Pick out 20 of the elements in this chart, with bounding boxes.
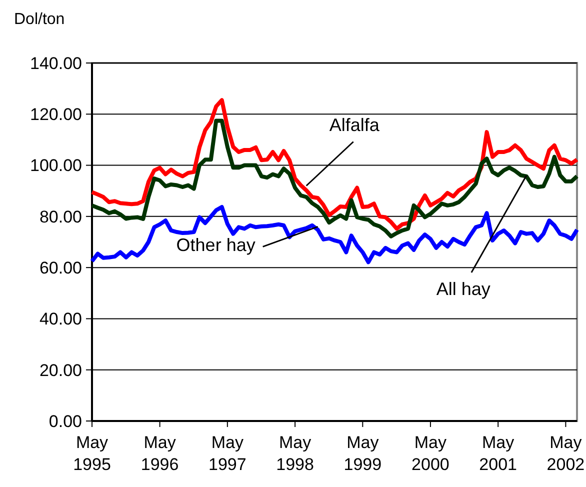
- annotation: All hay: [436, 278, 490, 299]
- annotation: Alfalfa: [329, 115, 380, 136]
- x-tick-label: May 2001: [479, 433, 517, 474]
- x-tick-label: May 1998: [276, 433, 314, 474]
- y-tick-label: 60.00: [39, 258, 82, 278]
- annotation: Other hay: [176, 234, 256, 255]
- x-tick-label: May 2002: [546, 433, 585, 474]
- y-tick-label: 140.00: [30, 54, 82, 73]
- y-tick-label: 40.00: [39, 310, 82, 329]
- y-tick-label: 120.00: [30, 105, 82, 124]
- y-tick-label: 100.00: [30, 156, 82, 176]
- x-tick-label: May 2000: [412, 433, 450, 474]
- x-tick-label: May 1995: [73, 433, 111, 474]
- x-tick-label: May 1999: [344, 433, 382, 474]
- y-axis-title: Dol/ton: [14, 11, 65, 28]
- y-tick-label: 80.00: [39, 207, 82, 226]
- x-tick-label: May 1997: [208, 433, 246, 474]
- y-tick-label: 0.00: [48, 412, 82, 431]
- y-tick-label: 20.00: [39, 360, 82, 380]
- x-tick-label: May 1996: [140, 433, 179, 474]
